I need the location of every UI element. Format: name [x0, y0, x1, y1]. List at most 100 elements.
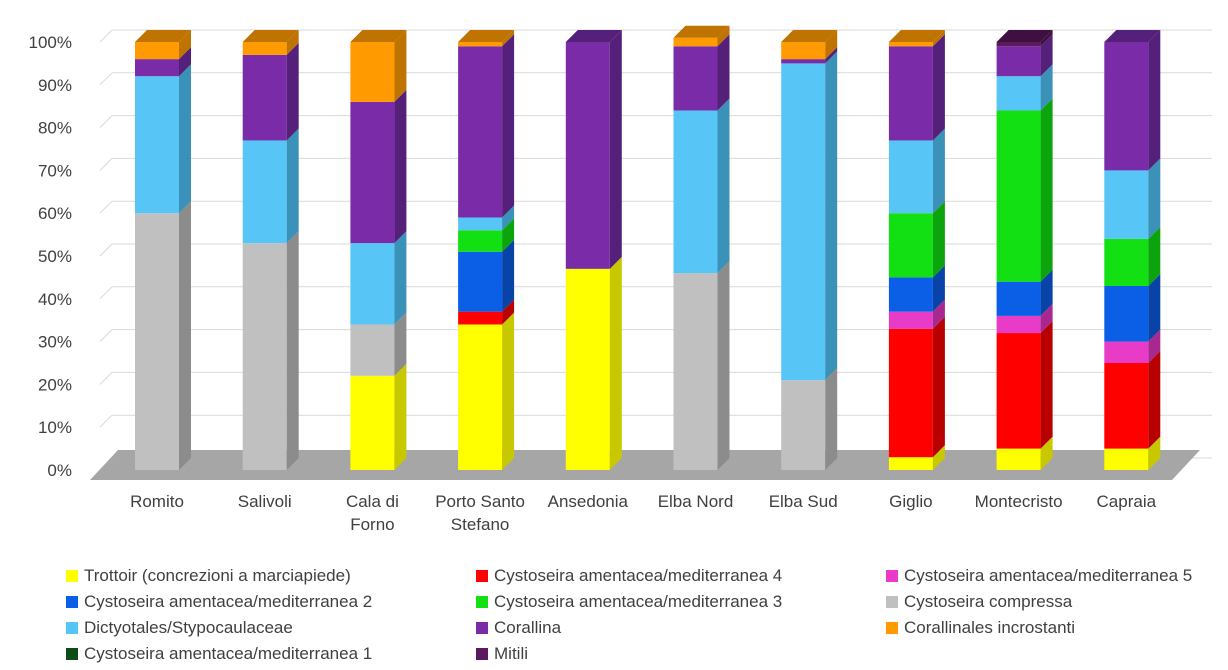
- y-tick-label: 60%: [38, 204, 72, 223]
- legend-swatch: [66, 648, 78, 660]
- bar-segment: [458, 230, 503, 252]
- bar-segment-side: [932, 201, 945, 278]
- bar-segment: [350, 101, 395, 244]
- y-tick-label: 10%: [38, 418, 72, 437]
- bar-segment: [888, 457, 933, 470]
- legend-label: Dictyotales/Stypocaulaceae: [84, 618, 293, 637]
- y-tick-label: 40%: [38, 290, 72, 309]
- gridline-depth: [99, 200, 113, 214]
- legend-label: Cystoseira compressa: [904, 592, 1073, 611]
- legend-item: Mitili: [476, 641, 886, 667]
- legend-swatch: [476, 570, 488, 582]
- legend-item: Cystoseira amentacea/mediterranea 2: [66, 589, 476, 615]
- bar-segment-side: [717, 34, 730, 111]
- bar-segment-side: [179, 47, 191, 77]
- bar-top: [673, 25, 730, 38]
- bar-top: [242, 30, 299, 42]
- gridline-depth: [99, 243, 113, 257]
- legend-label: Trottoir (concrezioni a marciapiede): [84, 566, 351, 585]
- bar-segment-side: [179, 30, 191, 60]
- legend-item: Dictyotales/Stypocaulaceae: [66, 615, 476, 641]
- bar-segment-side: [1148, 226, 1161, 286]
- bar-segment-side: [502, 34, 515, 218]
- legend-swatch: [886, 570, 898, 582]
- bar-segment: [996, 110, 1041, 282]
- legend-item: Cystoseira amentacea/mediterranea 4: [476, 563, 886, 589]
- bar-segment: [242, 42, 287, 55]
- gridline-depth: [99, 29, 113, 43]
- bar-segment: [458, 251, 503, 312]
- legend-item: Cystoseira amentacea/mediterranea 5: [886, 563, 1216, 589]
- bar-segment: [888, 328, 933, 458]
- legend-swatch: [476, 596, 488, 608]
- x-tick-label: Salivoli: [238, 492, 292, 511]
- bar-segment: [888, 46, 933, 141]
- bar-segment-side: [1040, 269, 1053, 316]
- bar-segment: [135, 42, 179, 60]
- bar-segment: [888, 140, 933, 214]
- bar-top: [135, 30, 191, 42]
- gridline-depth: [99, 286, 113, 300]
- bar-segment: [350, 243, 395, 325]
- bar-segment-side: [932, 316, 945, 458]
- bar-segment-side: [825, 47, 838, 64]
- bar-segment-side: [179, 64, 191, 214]
- bar-segment: [242, 243, 287, 470]
- gridline-depth: [99, 115, 113, 128]
- bar-segment: [458, 46, 503, 218]
- bar-segment-side: [1040, 436, 1053, 470]
- bar-segment: [1104, 363, 1149, 449]
- bar-segment: [1104, 42, 1149, 171]
- legend-label: Cystoseira amentacea/mediterranea 5: [904, 566, 1193, 585]
- bar-segment-side: [394, 30, 407, 102]
- bar-segment: [135, 76, 179, 214]
- bar-segment: [458, 311, 503, 325]
- legend-swatch: [886, 596, 898, 608]
- bar-segment-side: [609, 256, 622, 470]
- x-tick-label: Montecristo: [975, 492, 1063, 511]
- bar-top: [781, 30, 838, 42]
- bar-top: [1104, 30, 1161, 42]
- bar-top: [350, 30, 407, 42]
- bar-segment-side: [932, 30, 945, 47]
- bar-segment-side: [717, 25, 730, 47]
- bar-segment: [781, 63, 826, 381]
- y-tick-label: 20%: [38, 375, 72, 394]
- gridline-depth: [99, 158, 113, 171]
- bar-segment-side: [286, 30, 299, 55]
- legend-swatch: [66, 622, 78, 634]
- bar-segment: [996, 76, 1041, 111]
- gridline-depth: [99, 414, 113, 428]
- legend-label: Mitili: [494, 644, 528, 663]
- bar-segment: [350, 324, 395, 376]
- bar-segment-side: [609, 30, 622, 269]
- bar-top: [996, 30, 1053, 42]
- bar-segment-side: [1148, 351, 1161, 449]
- bar-segment-side: [502, 30, 515, 47]
- y-tick-label: 50%: [38, 247, 72, 266]
- bar-segment-side: [1148, 158, 1161, 239]
- y-tick-label: 0%: [47, 461, 72, 480]
- bar-segment: [996, 448, 1041, 470]
- bar-segment-side: [825, 368, 838, 470]
- bar-segment: [888, 311, 933, 329]
- bar-segment: [242, 140, 287, 244]
- bar-segment-side: [932, 265, 945, 312]
- y-tick-label: 90%: [38, 76, 72, 95]
- bar-top: [888, 30, 945, 42]
- bar-segment-side: [825, 51, 838, 381]
- bar-segment: [458, 217, 503, 231]
- bar-segment: [996, 46, 1041, 77]
- gridline-depth: [99, 372, 113, 385]
- legend-label: Corallina: [494, 618, 562, 637]
- bar-segment-side: [1148, 273, 1161, 342]
- legend-label: Cystoseira amentacea/mediterranea 1: [84, 644, 373, 663]
- bar-segment-side: [286, 128, 299, 244]
- bar-segment-side: [1040, 98, 1053, 282]
- bar-segment: [673, 110, 718, 274]
- legend-item: Cystoseira compressa: [886, 589, 1216, 615]
- legend-label: Cystoseira amentacea/mediterranea 3: [494, 592, 783, 611]
- bar-segment-side: [394, 231, 407, 325]
- y-tick-label: 70%: [38, 161, 72, 180]
